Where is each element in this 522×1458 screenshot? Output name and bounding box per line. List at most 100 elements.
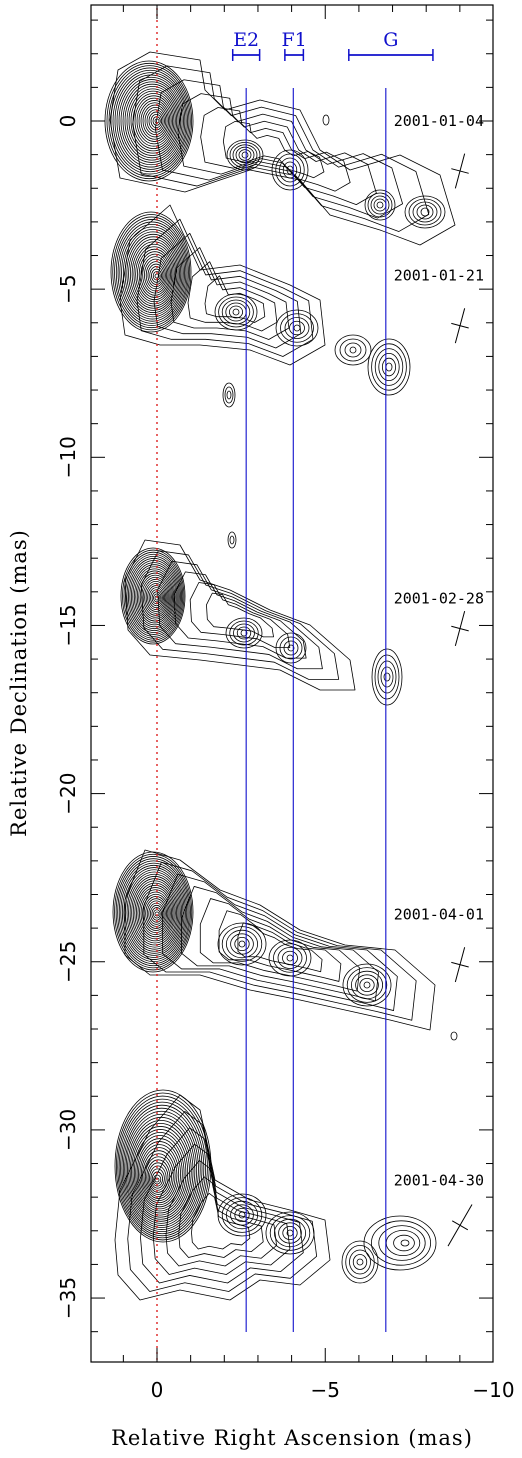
core-contour	[126, 233, 180, 313]
core-contour	[125, 869, 184, 956]
knot-contour	[277, 947, 303, 969]
knot-contour	[393, 1234, 415, 1252]
knot-contour	[346, 967, 388, 1003]
jet-contour	[132, 65, 430, 232]
core-contour	[124, 83, 180, 159]
knot-contour	[289, 320, 305, 336]
core-contour	[142, 1150, 176, 1202]
knot-contour	[234, 937, 250, 952]
knot-contour	[229, 141, 261, 168]
knot-contour	[359, 978, 375, 993]
core-contour	[122, 549, 185, 643]
core-contour	[142, 578, 169, 616]
core-contour	[125, 1113, 198, 1226]
core-contour	[140, 1147, 178, 1204]
core-contour	[126, 555, 181, 637]
core-contour	[132, 564, 177, 630]
core-contour	[124, 231, 182, 316]
y-tick-label: −15	[56, 604, 80, 646]
knot-contour	[232, 144, 258, 166]
core-contour	[145, 898, 167, 929]
knot-contour	[376, 201, 384, 209]
knot-contour	[229, 535, 235, 545]
core-contour	[115, 856, 191, 969]
component-label: F1	[281, 29, 306, 51]
knot-contour	[350, 970, 383, 1000]
knot-contour	[278, 1222, 302, 1244]
component-label: G	[383, 29, 398, 51]
knot-contour	[280, 313, 314, 343]
knot-contour	[363, 981, 371, 989]
core-contour	[110, 67, 190, 175]
knot-contour	[420, 207, 430, 217]
epoch-label: 2001-01-04	[394, 112, 484, 130]
y-tick-label: −30	[56, 1109, 80, 1151]
jet-contour	[187, 261, 278, 332]
knot-contour	[374, 348, 404, 386]
core-contour	[121, 1104, 203, 1233]
knot-contour	[275, 309, 319, 347]
knot-contour	[238, 149, 252, 161]
core-contour	[135, 884, 175, 942]
jet-contour	[178, 1176, 264, 1258]
core-contour	[149, 266, 164, 285]
core-contour	[147, 1162, 169, 1193]
core-contour	[138, 100, 171, 142]
core-contour	[110, 211, 192, 333]
knot-contour	[214, 293, 258, 331]
epoch-label: 2001-02-28	[394, 590, 484, 608]
core-contour	[123, 551, 184, 641]
knot-contour	[241, 151, 249, 159]
knot-contour	[225, 1200, 258, 1230]
core-contour	[132, 880, 178, 946]
knot-contour	[268, 939, 312, 977]
core-contour	[144, 580, 168, 614]
beam-markers	[447, 153, 473, 1247]
core-contour	[136, 570, 173, 624]
knot-contour	[226, 390, 232, 400]
component-label: E2	[233, 29, 259, 51]
knot-contour	[233, 623, 255, 643]
jet-contour	[204, 275, 266, 323]
core-contour	[122, 228, 183, 318]
x-tick-label: 0	[151, 1378, 164, 1402]
jet-contour	[170, 247, 290, 340]
jet-contour	[181, 886, 379, 1002]
knot-contour	[238, 940, 246, 948]
y-tick-label: −5	[56, 274, 80, 303]
jet-contour	[143, 861, 417, 1021]
core-contour	[128, 873, 181, 952]
knot-contour	[265, 1211, 315, 1255]
knot-contour	[370, 195, 390, 215]
core-contour	[115, 1092, 210, 1241]
beam-minor	[451, 168, 469, 174]
knot-contour	[226, 139, 264, 171]
y-tick-label: −35	[56, 1277, 80, 1319]
knot-contour	[371, 648, 403, 706]
jet-contour	[206, 592, 274, 638]
core-contour	[120, 547, 186, 645]
jet-contour	[162, 873, 398, 1011]
knot-contour	[287, 644, 295, 652]
knot-contour	[232, 308, 240, 316]
axis-ticks	[91, 5, 493, 1362]
knot-contour	[378, 1225, 426, 1261]
core-contour	[130, 90, 176, 152]
knot-contour	[355, 974, 379, 996]
knot-contour	[282, 950, 298, 966]
knot-contour	[377, 660, 397, 694]
knot-contour	[344, 342, 362, 358]
epoch-labels: 2001-01-04 2001-01-21 2001-02-28 2001-04-01…	[394, 112, 484, 1189]
component-labels: E2 F1 G	[233, 29, 398, 51]
knot-contour	[408, 198, 442, 226]
core-contour	[142, 104, 168, 138]
core-contour	[128, 1119, 194, 1222]
beam-minor	[451, 322, 469, 329]
core-contour	[117, 858, 190, 967]
knot-contour	[271, 149, 309, 191]
core-contour	[134, 882, 176, 944]
core-contour	[150, 1168, 165, 1189]
core-contour	[124, 1110, 199, 1228]
